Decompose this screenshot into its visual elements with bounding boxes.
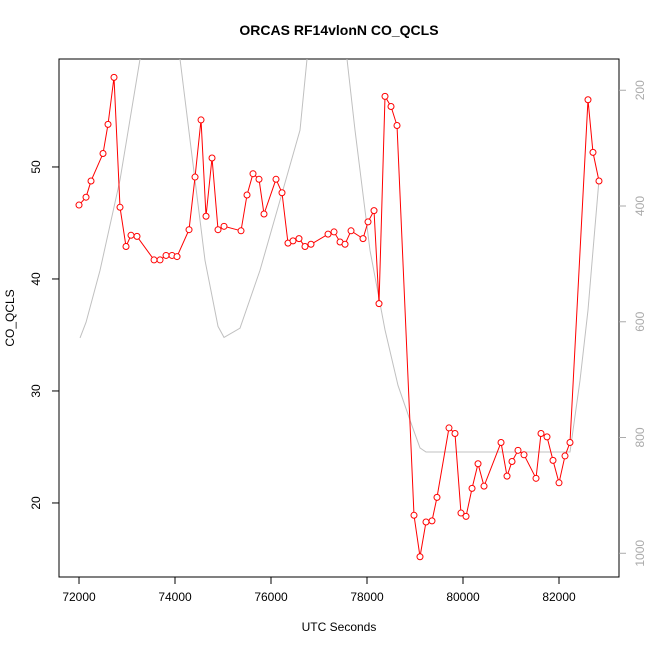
- data-point: [370, 207, 378, 215]
- x-tick-label: 72000: [62, 590, 96, 604]
- data-point: [462, 512, 470, 520]
- x-axis-label: UTC Seconds: [302, 620, 377, 634]
- data-point: [208, 154, 216, 162]
- data-point: [82, 193, 90, 201]
- y2-tick-label: 1000: [633, 540, 647, 567]
- data-line: [79, 59, 600, 453]
- data-point: [451, 430, 459, 438]
- data-point: [532, 474, 540, 482]
- data-point: [428, 517, 436, 525]
- data-point: [347, 227, 355, 235]
- y-tick-label: 40: [29, 272, 43, 286]
- data-point: [468, 484, 476, 492]
- data-point: [87, 177, 95, 185]
- y2-tick-label: 200: [633, 80, 647, 100]
- y2-tick-label: 400: [633, 196, 647, 216]
- data-point: [156, 256, 164, 264]
- data-point: [364, 218, 372, 226]
- data-point: [237, 227, 245, 235]
- data-point: [191, 173, 199, 181]
- x-tick-label: 80000: [446, 590, 480, 604]
- data-point: [324, 230, 332, 238]
- y-tick-label: 20: [29, 496, 43, 510]
- x-tick-label: 76000: [254, 590, 288, 604]
- data-point: [133, 232, 141, 240]
- data-point: [359, 235, 367, 243]
- data-point: [307, 240, 315, 248]
- data-point: [416, 553, 424, 561]
- data-point: [202, 212, 210, 220]
- data-point: [445, 424, 453, 432]
- data-point: [514, 446, 522, 454]
- data-point: [410, 511, 418, 519]
- data-point: [295, 235, 303, 243]
- data-point: [110, 73, 118, 81]
- data-point: [185, 226, 193, 234]
- data-point: [474, 460, 482, 468]
- data-point: [555, 479, 563, 487]
- y-tick-label: 50: [29, 160, 43, 174]
- data-point: [330, 228, 338, 236]
- data-point: [127, 231, 135, 239]
- data-point: [381, 92, 389, 100]
- x-tick-label: 74000: [158, 590, 192, 604]
- data-point: [243, 191, 251, 199]
- data-point: [173, 253, 181, 261]
- data-point: [116, 203, 124, 211]
- data-point: [508, 458, 516, 466]
- data-point: [255, 175, 263, 183]
- data-point: [375, 300, 383, 308]
- data-point: [341, 240, 349, 248]
- data-point: [503, 472, 511, 480]
- data-point: [497, 438, 505, 446]
- data-point: [220, 222, 228, 230]
- y-tick-label: 30: [29, 384, 43, 398]
- data-point: [150, 256, 158, 264]
- data-point: [260, 210, 268, 218]
- data-point: [104, 120, 112, 128]
- data-point: [584, 96, 592, 104]
- y-axis-label: CO_QCLS: [3, 289, 17, 346]
- data-point: [480, 482, 488, 490]
- data-point: [214, 226, 222, 234]
- data-point: [543, 433, 551, 441]
- data-point: [387, 102, 395, 110]
- data-point: [595, 177, 603, 185]
- data-point: [197, 116, 205, 124]
- data-point: [589, 148, 597, 156]
- data-point: [289, 237, 297, 245]
- data-point: [278, 189, 286, 197]
- data-point: [422, 518, 430, 526]
- data-point: [301, 242, 309, 250]
- data-point: [393, 122, 401, 130]
- data-point: [249, 170, 257, 178]
- x-tick-label: 82000: [542, 590, 576, 604]
- data-point: [520, 451, 528, 459]
- data-point: [99, 150, 107, 158]
- data-point: [272, 175, 280, 183]
- data-point: [162, 251, 170, 259]
- data-point: [549, 456, 557, 464]
- data-point: [75, 201, 83, 209]
- data-point: [122, 242, 130, 250]
- y2-tick-label: 800: [633, 427, 647, 447]
- data-point: [537, 430, 545, 438]
- data-point: [566, 438, 574, 446]
- x-tick-label: 78000: [350, 590, 384, 604]
- data-point: [561, 452, 569, 460]
- plot-frame: [58, 58, 620, 578]
- chart-title: ORCAS RF14vlonN CO_QCLS: [239, 22, 438, 38]
- y2-tick-label: 600: [633, 311, 647, 331]
- data-point: [457, 509, 465, 517]
- data-point: [433, 493, 441, 501]
